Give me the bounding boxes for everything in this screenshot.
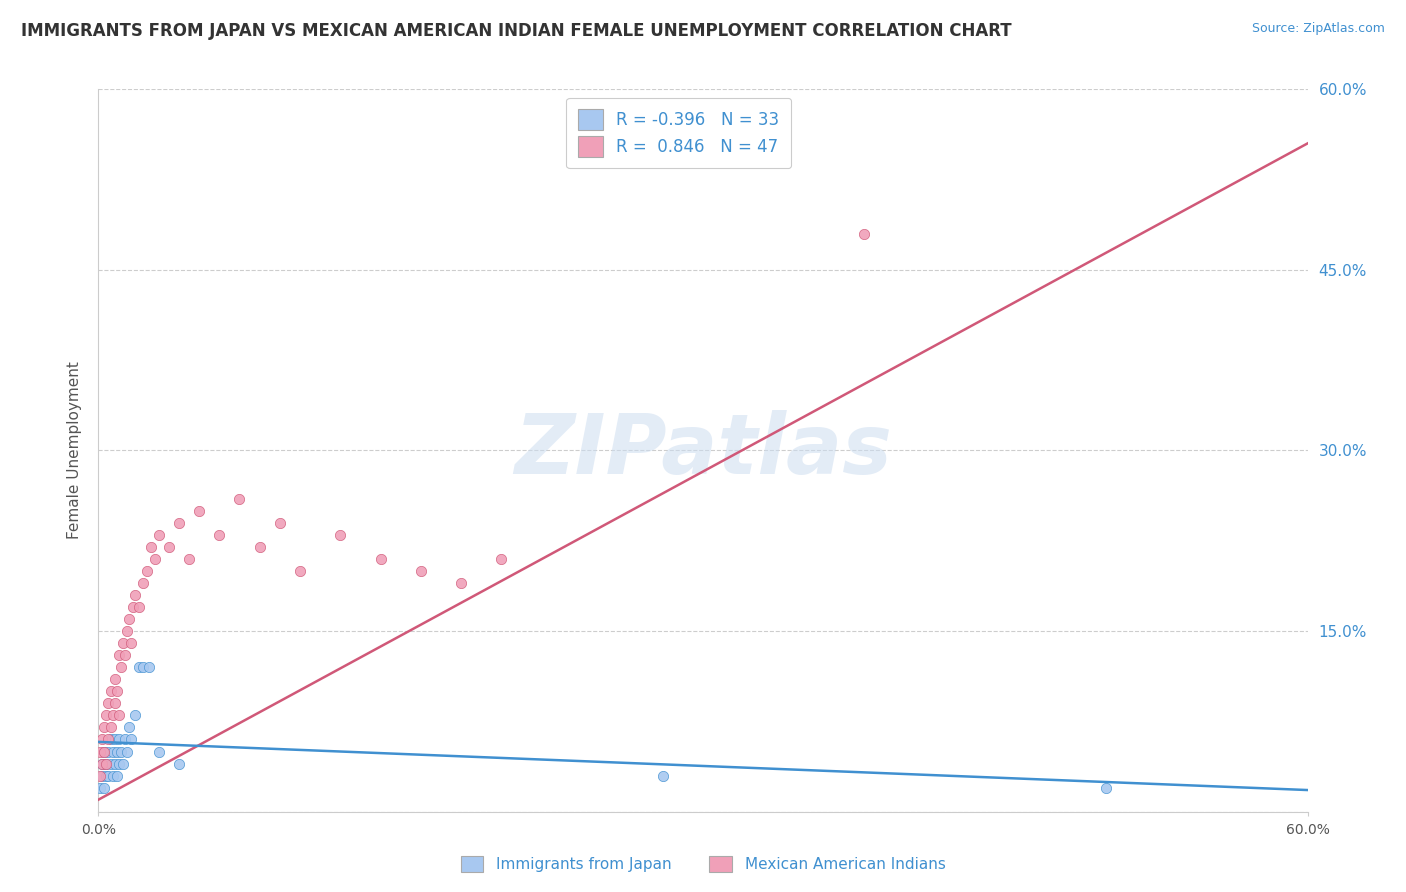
Point [100, 684, 122, 698]
Point [139, 540, 162, 554]
Point [101, 769, 124, 783]
Point [105, 744, 128, 758]
Point [167, 756, 190, 771]
Point [96, 769, 118, 783]
Point [100, 756, 122, 771]
Point [1095, 780, 1118, 795]
Point [103, 696, 125, 710]
Point [118, 612, 141, 626]
Point [103, 732, 125, 747]
Text: IMMIGRANTS FROM JAPAN VS MEXICAN AMERICAN INDIAN FEMALE UNEMPLOYMENT CORRELATION: IMMIGRANTS FROM JAPAN VS MEXICAN AMERICA… [21, 22, 1012, 40]
Point [143, 551, 166, 566]
Point [132, 576, 155, 591]
Point [370, 551, 392, 566]
Point [105, 769, 128, 783]
Point [91, 756, 114, 771]
Point [114, 648, 136, 662]
Point [288, 564, 311, 578]
Point [114, 732, 136, 747]
Point [110, 660, 132, 674]
Point [105, 684, 128, 698]
Point [269, 516, 291, 530]
Point [853, 227, 876, 241]
Point [96, 756, 118, 771]
Point [93, 780, 115, 795]
Point [188, 503, 211, 517]
Point [329, 527, 352, 541]
Point [107, 732, 129, 747]
Point [89, 780, 111, 795]
Point [107, 708, 129, 723]
Point [97, 696, 120, 710]
Point [128, 599, 150, 614]
Point [97, 732, 120, 747]
Point [120, 636, 142, 650]
Point [179, 551, 201, 566]
Point [450, 576, 472, 591]
Point [93, 744, 115, 758]
Point [97, 769, 120, 783]
Text: Source: ZipAtlas.com: Source: ZipAtlas.com [1251, 22, 1385, 36]
Point [100, 732, 122, 747]
Point [96, 708, 118, 723]
Point [148, 744, 170, 758]
Point [107, 648, 129, 662]
Point [89, 744, 111, 758]
Point [110, 744, 132, 758]
Point [135, 564, 157, 578]
Point [651, 769, 673, 783]
Point [208, 527, 231, 541]
Point [100, 721, 122, 735]
Point [115, 624, 138, 639]
Point [91, 756, 114, 771]
Point [157, 540, 180, 554]
Point [97, 744, 120, 758]
Point [107, 756, 129, 771]
Legend: Immigrants from Japan, Mexican American Indians: Immigrants from Japan, Mexican American … [453, 848, 953, 880]
Point [89, 769, 111, 783]
Point [491, 551, 513, 566]
Point [124, 708, 146, 723]
Point [91, 732, 114, 747]
Point [101, 708, 124, 723]
Point [91, 769, 114, 783]
Legend: R = -0.396   N = 33, R =  0.846   N = 47: R = -0.396 N = 33, R = 0.846 N = 47 [567, 97, 792, 169]
Point [167, 516, 190, 530]
Point [93, 744, 115, 758]
Point [96, 756, 118, 771]
Point [111, 756, 134, 771]
Point [115, 744, 138, 758]
Point [409, 564, 432, 578]
Y-axis label: Female Unemployment: Female Unemployment [67, 361, 83, 540]
Point [132, 660, 155, 674]
Point [249, 540, 271, 554]
Point [103, 756, 125, 771]
Point [120, 732, 142, 747]
Point [124, 588, 146, 602]
Text: ZIPatlas: ZIPatlas [515, 410, 891, 491]
Point [148, 527, 170, 541]
Point [101, 744, 124, 758]
Point [103, 673, 125, 687]
Point [93, 721, 115, 735]
Point [228, 491, 250, 506]
Point [128, 660, 150, 674]
Point [111, 636, 134, 650]
Point [121, 599, 143, 614]
Point [138, 660, 160, 674]
Point [118, 721, 141, 735]
